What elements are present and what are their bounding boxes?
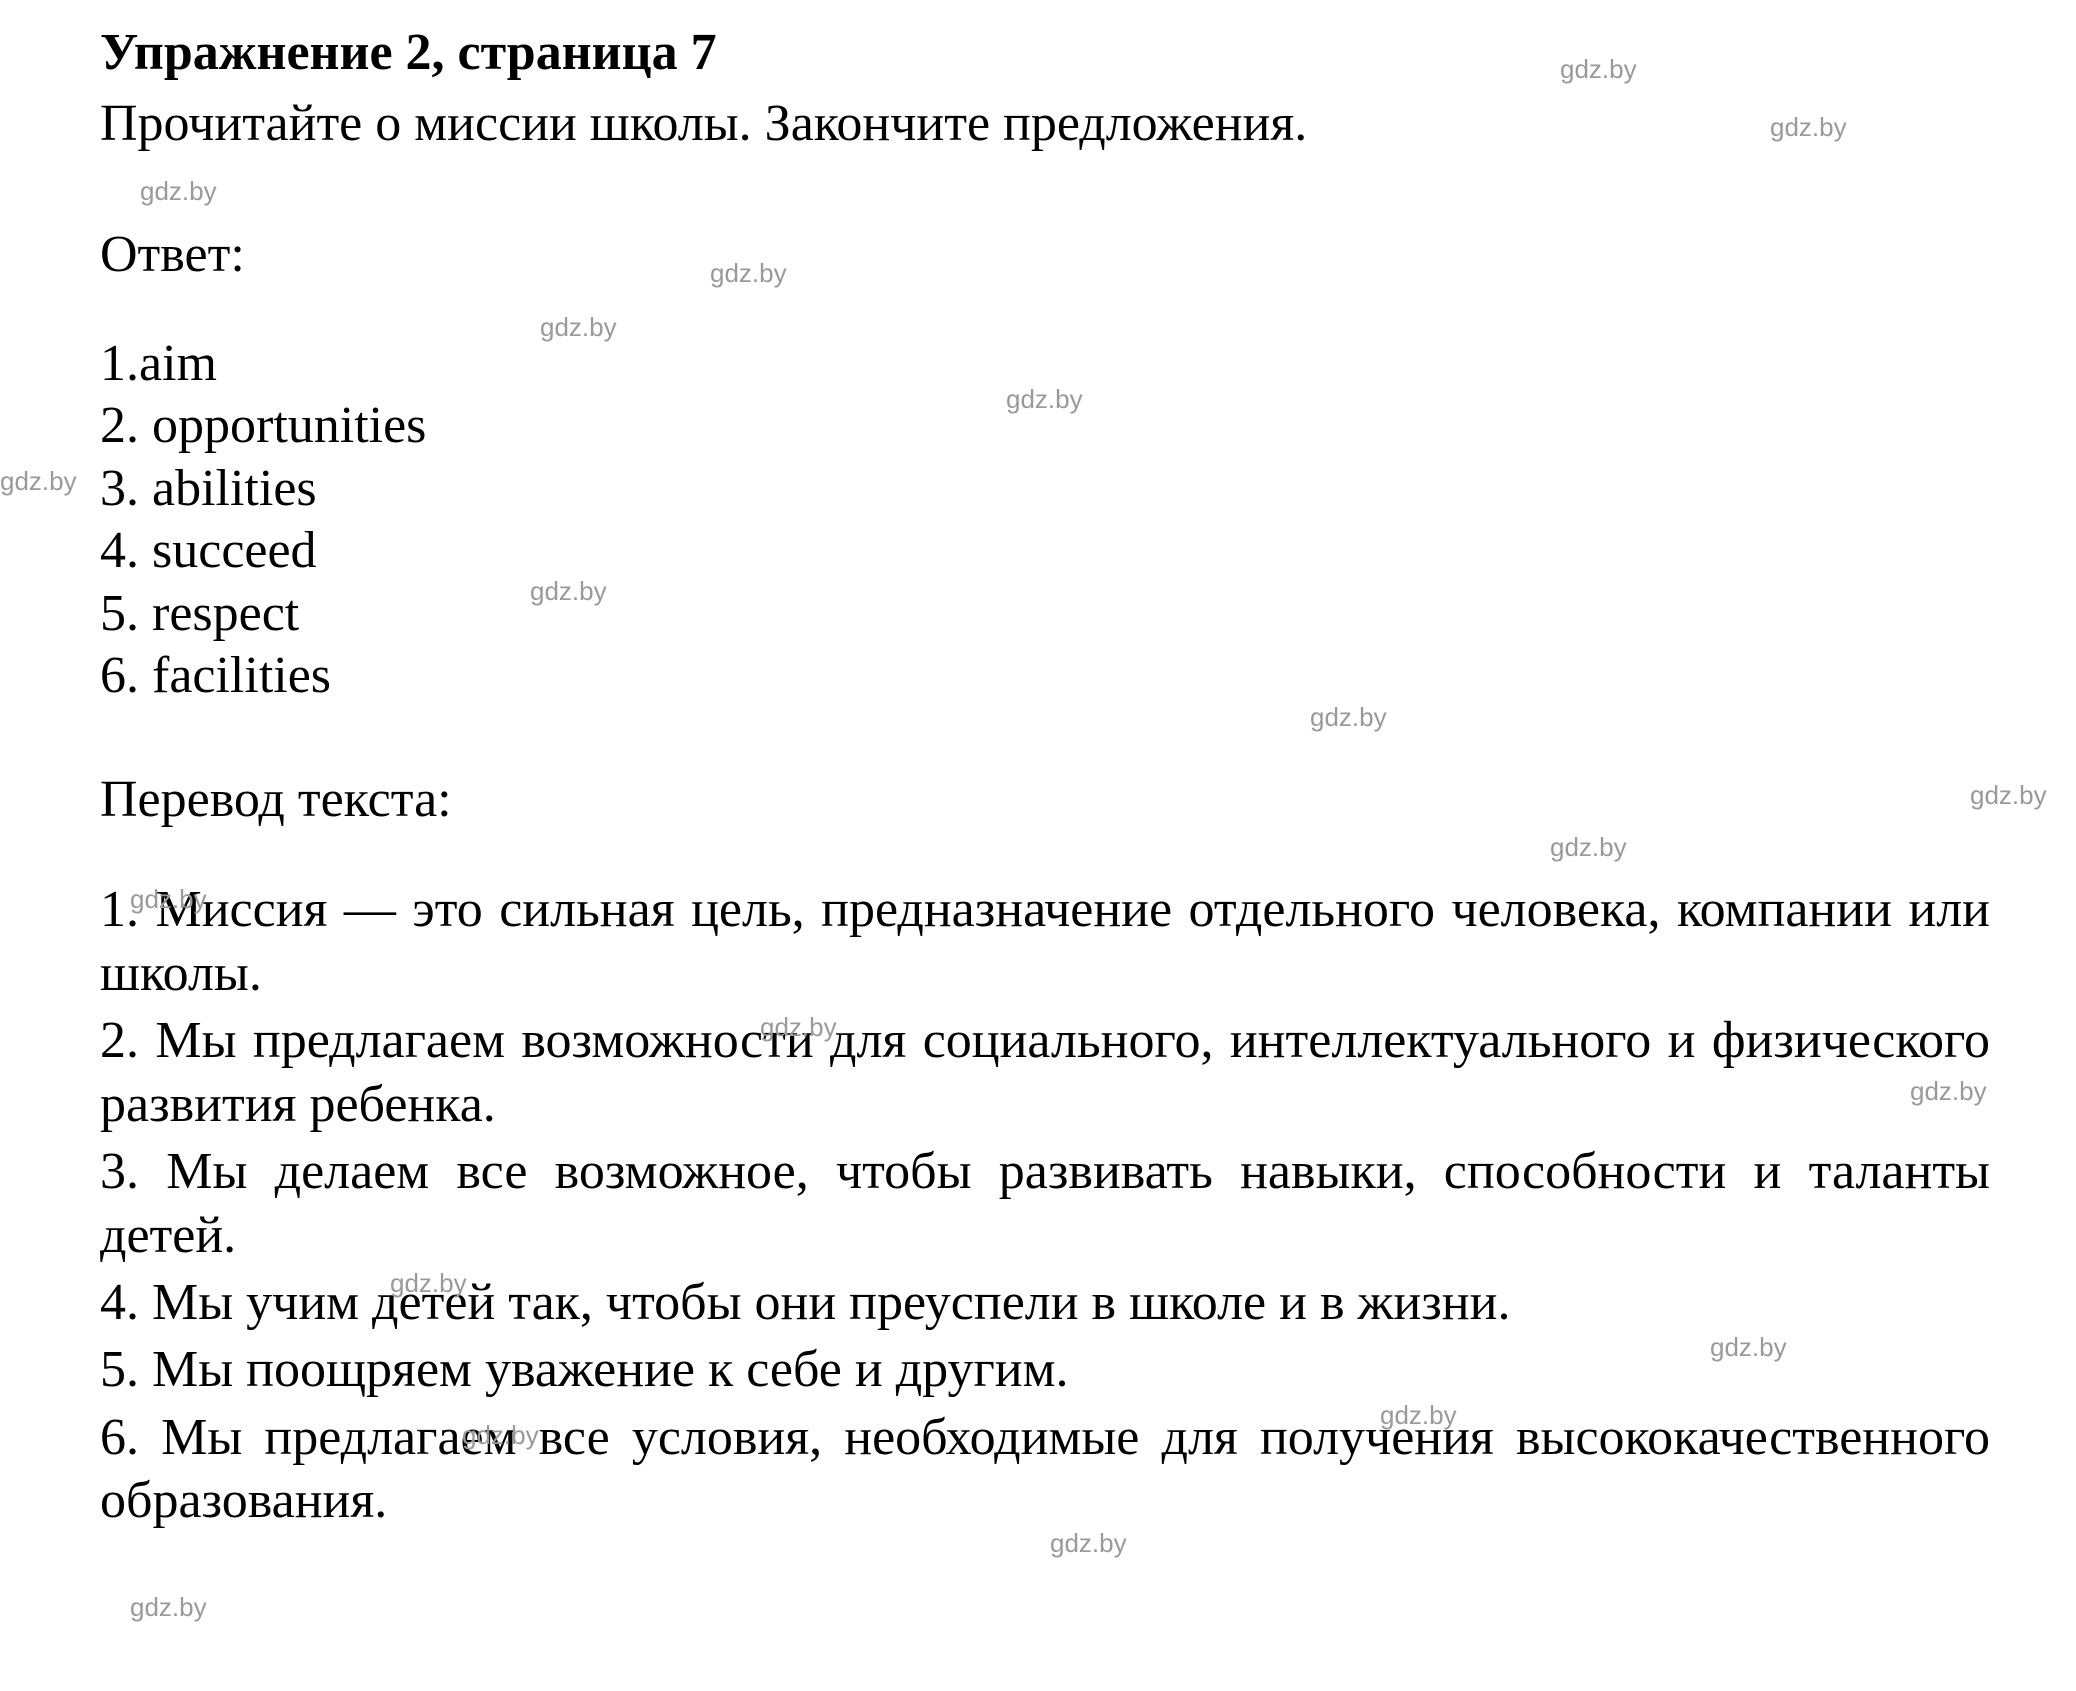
spacer — [100, 707, 1990, 767]
answer-item: 2. opportunities — [100, 395, 1990, 457]
answer-label: Ответ: — [100, 222, 1990, 287]
translations-block: 1. Миссия — это сильная цель, предназнач… — [100, 878, 1990, 1532]
answer-item: 5. respect — [100, 583, 1990, 645]
spacer — [100, 838, 1990, 878]
translation-label: Перевод текста: — [100, 767, 1990, 832]
subtitle: Прочитайте о миссии школы. Закончите пре… — [100, 91, 1990, 156]
translation-item: 4. Мы учим детей так, чтобы они преуспел… — [100, 1271, 1990, 1334]
answer-item: 1.aim — [100, 333, 1990, 395]
answers-list: 1.aim 2. opportunities 3. abilities 4. s… — [100, 333, 1990, 707]
answer-item: 6. facilities — [100, 645, 1990, 707]
watermark: gdz.by — [130, 1592, 207, 1623]
translation-item: 1. Миссия — это сильная цель, предназнач… — [100, 878, 1990, 1005]
translation-item: 2. Мы предлагаем возможности для социаль… — [100, 1009, 1990, 1136]
watermark: gdz.by — [0, 466, 77, 497]
translation-item: 3. Мы делаем все возможное, чтобы развив… — [100, 1140, 1990, 1267]
translation-item: 5. Мы поощряем уважение к себе и другим. — [100, 1338, 1990, 1401]
spacer — [100, 162, 1990, 222]
answer-item: 4. succeed — [100, 520, 1990, 582]
exercise-heading: Упражнение 2, страница 7 — [100, 20, 1990, 85]
spacer — [100, 293, 1990, 333]
answer-item: 3. abilities — [100, 458, 1990, 520]
translation-item: 6. Мы предлагаем все условия, необходимы… — [100, 1406, 1990, 1533]
